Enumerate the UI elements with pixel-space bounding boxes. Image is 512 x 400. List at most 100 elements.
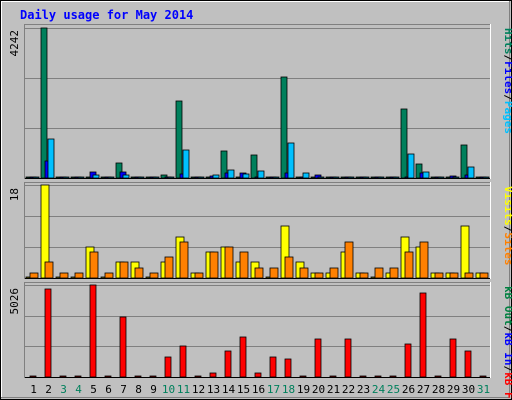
bar-kb-f-day-7 bbox=[119, 316, 127, 378]
bar-kb-f-day-17 bbox=[269, 356, 277, 378]
bar-kb-f-day-9 bbox=[149, 375, 157, 378]
day-label-4: 4 bbox=[75, 383, 82, 396]
bar-pages-day-29 bbox=[452, 176, 460, 179]
bar-sites-day-31 bbox=[479, 272, 489, 279]
bar-pages-day-5 bbox=[92, 174, 100, 179]
series-label-part: / bbox=[502, 94, 512, 101]
bar-sites-day-3 bbox=[59, 272, 69, 279]
bar-kb-f-day-14 bbox=[224, 350, 232, 378]
panel-bottom-frame bbox=[24, 282, 491, 378]
day-label-15: 15 bbox=[237, 383, 250, 396]
bar-pages-day-25 bbox=[392, 176, 400, 179]
bar-pages-day-17 bbox=[272, 176, 280, 179]
bar-sites-day-29 bbox=[449, 272, 459, 279]
day-label-20: 20 bbox=[312, 383, 325, 396]
day-label-17: 17 bbox=[267, 383, 280, 396]
bar-sites-day-13 bbox=[209, 251, 219, 279]
day-label-2: 2 bbox=[45, 383, 52, 396]
bar-pages-day-18 bbox=[287, 142, 295, 179]
bar-sites-day-18 bbox=[284, 256, 294, 279]
bar-pages-day-10 bbox=[167, 176, 175, 179]
bar-pages-day-22 bbox=[347, 176, 355, 179]
day-label-13: 13 bbox=[207, 383, 220, 396]
day-label-14: 14 bbox=[222, 383, 236, 396]
series-label-part: / bbox=[502, 326, 512, 333]
bar-sites-day-7 bbox=[119, 261, 129, 279]
bar-kb-f-day-11 bbox=[179, 345, 187, 378]
series-label-part: / bbox=[502, 226, 512, 233]
bar-sites-day-24 bbox=[374, 267, 384, 279]
bar-sites-day-25 bbox=[389, 267, 399, 279]
bar-sites-day-15 bbox=[239, 251, 249, 279]
bar-sites-day-9 bbox=[149, 272, 159, 279]
bar-kb-f-day-1 bbox=[29, 375, 37, 378]
day-label-16: 16 bbox=[252, 383, 265, 396]
panel-bottom-ymax-label: 5026 bbox=[8, 288, 21, 315]
bar-pages-day-27 bbox=[422, 171, 430, 179]
day-label-10: 10 bbox=[162, 383, 175, 396]
day-label-19: 19 bbox=[297, 383, 310, 396]
bar-kb-f-day-5 bbox=[89, 284, 97, 378]
bar-sites-day-5 bbox=[89, 251, 99, 279]
bar-kb-f-day-28 bbox=[434, 375, 442, 378]
bar-hits-day-2 bbox=[40, 27, 48, 179]
bar-sites-day-12 bbox=[194, 272, 204, 279]
bar-pages-day-26 bbox=[407, 153, 415, 179]
bar-pages-day-20 bbox=[317, 176, 325, 179]
bar-pages-day-4 bbox=[77, 176, 85, 179]
bar-kb-f-day-10 bbox=[164, 356, 172, 378]
bar-kb-f-day-23 bbox=[359, 375, 367, 378]
bar-sites-day-22 bbox=[344, 241, 354, 279]
bar-sites-day-28 bbox=[434, 272, 444, 279]
bar-pages-day-1 bbox=[32, 176, 40, 179]
bar-pages-day-30 bbox=[467, 166, 475, 179]
day-label-23: 23 bbox=[357, 383, 370, 396]
day-label-11: 11 bbox=[177, 383, 190, 396]
day-label-1: 1 bbox=[30, 383, 37, 396]
bar-visits-day-30 bbox=[460, 225, 470, 279]
bar-pages-day-12 bbox=[197, 176, 205, 179]
bar-sites-day-26 bbox=[404, 251, 414, 279]
bar-sites-day-1 bbox=[29, 272, 39, 279]
bar-pages-day-21 bbox=[332, 176, 340, 179]
bar-pages-day-16 bbox=[257, 170, 265, 179]
bar-pages-day-7 bbox=[122, 174, 130, 179]
bar-sites-day-8 bbox=[134, 267, 144, 279]
bar-kb-f-day-24 bbox=[374, 375, 382, 378]
bar-kb-f-day-12 bbox=[194, 375, 202, 378]
day-label-3: 3 bbox=[60, 383, 67, 396]
series-label-part: / bbox=[502, 366, 512, 373]
bar-kb-f-day-8 bbox=[134, 375, 142, 378]
day-labels-layer: 1 2 3 4 5 6 7 8 9 10 11 12 13 14 15 16 17 18 19 20 21 22 23 24 2… bbox=[30, 383, 490, 396]
bar-hits-day-30 bbox=[460, 144, 468, 179]
bar-kb-f-day-16 bbox=[254, 372, 262, 378]
bar-kb-f-day-15 bbox=[239, 336, 247, 378]
bar-pages-day-9 bbox=[152, 176, 160, 179]
panel-top-ymax-label: 4242 bbox=[8, 30, 21, 57]
bar-pages-day-6 bbox=[107, 176, 115, 179]
bar-pages-day-3 bbox=[62, 176, 70, 179]
series-label-part: kB In bbox=[502, 332, 512, 365]
day-label-22: 22 bbox=[342, 383, 355, 396]
bar-kb-f-day-31 bbox=[479, 375, 487, 378]
day-label-7: 7 bbox=[120, 383, 127, 396]
bar-sites-day-2 bbox=[44, 261, 54, 279]
panel-middle-series-label: Visits/Sites bbox=[502, 186, 512, 266]
series-label-part: kB Out bbox=[502, 286, 512, 326]
chart-title: Daily usage for May 2014 bbox=[20, 8, 193, 22]
day-label-29: 29 bbox=[447, 383, 460, 396]
bar-kb-f-day-25 bbox=[389, 375, 397, 378]
bar-sites-day-17 bbox=[269, 267, 279, 279]
bar-kb-f-day-19 bbox=[299, 375, 307, 378]
bar-hits-day-26 bbox=[400, 108, 408, 179]
day-label-27: 27 bbox=[417, 383, 430, 396]
series-label-part: / bbox=[502, 55, 512, 62]
bar-pages-day-2 bbox=[47, 138, 55, 179]
bar-kb-f-day-2 bbox=[44, 288, 52, 378]
bar-pages-day-11 bbox=[182, 149, 190, 179]
bar-kb-f-day-6 bbox=[104, 375, 112, 378]
bar-kb-f-day-3 bbox=[59, 375, 67, 378]
